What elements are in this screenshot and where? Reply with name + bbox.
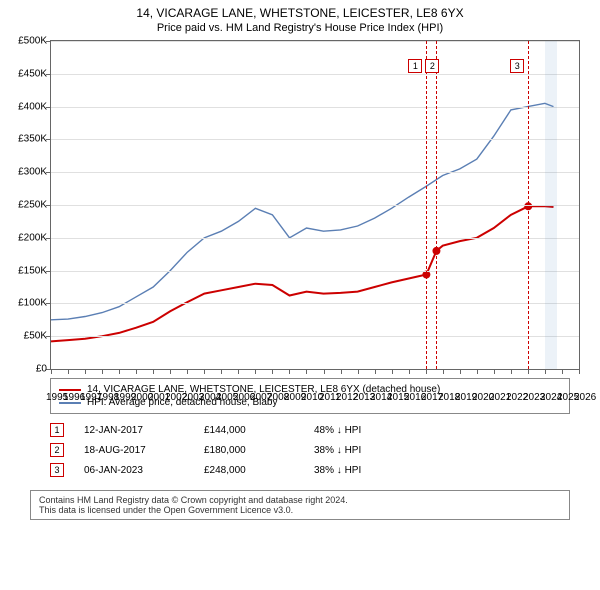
sale-marker-box: 1 (50, 423, 64, 437)
sale-date: 18-AUG-2017 (84, 445, 204, 456)
y-axis-label: £350K (18, 134, 47, 145)
sale-date: 12-JAN-2017 (84, 425, 204, 436)
sale-marker-line (426, 41, 427, 369)
footer-line: Contains HM Land Registry data © Crown c… (39, 495, 561, 505)
y-axis-label: £100K (18, 298, 47, 309)
sale-marker-box: 3 (50, 463, 64, 477)
y-axis-label: £500K (18, 36, 47, 47)
sale-row: 1 12-JAN-2017 £144,000 48% ↓ HPI (50, 420, 570, 440)
chart-subtitle: Price paid vs. HM Land Registry's House … (0, 20, 600, 40)
sale-price: £144,000 (204, 425, 314, 436)
y-axis-label: £50K (24, 331, 47, 342)
series-property (51, 206, 554, 341)
sale-price: £180,000 (204, 445, 314, 456)
sale-diff: 48% ↓ HPI (314, 425, 434, 436)
y-axis-label: £200K (18, 232, 47, 243)
legend-swatch (59, 389, 81, 391)
forecast-shade (545, 41, 557, 369)
x-axis-label: 2026 (574, 392, 596, 403)
sale-diff: 38% ↓ HPI (314, 465, 434, 476)
sale-date: 06-JAN-2023 (84, 465, 204, 476)
y-axis-label: £400K (18, 101, 47, 112)
sale-marker-line (436, 41, 437, 369)
sale-price: £248,000 (204, 465, 314, 476)
chart-container: 14, VICARAGE LANE, WHETSTONE, LEICESTER,… (0, 0, 600, 590)
chart-plot-area: £0£50K£100K£150K£200K£250K£300K£350K£400… (50, 40, 580, 370)
footer-line: This data is licensed under the Open Gov… (39, 505, 561, 515)
sales-list: 1 12-JAN-2017 £144,000 48% ↓ HPI 2 18-AU… (50, 420, 570, 480)
sale-row: 3 06-JAN-2023 £248,000 38% ↓ HPI (50, 460, 570, 480)
y-axis-label: £150K (18, 265, 47, 276)
sale-marker-flag: 3 (510, 59, 524, 73)
sale-marker-flag: 1 (408, 59, 422, 73)
y-axis-label: £0 (36, 364, 47, 375)
y-axis-label: £450K (18, 68, 47, 79)
series-hpi (51, 103, 554, 319)
sale-marker-box: 2 (50, 443, 64, 457)
chart-title: 14, VICARAGE LANE, WHETSTONE, LEICESTER,… (0, 0, 600, 20)
y-axis-label: £300K (18, 167, 47, 178)
sale-diff: 38% ↓ HPI (314, 445, 434, 456)
sale-marker-flag: 2 (425, 59, 439, 73)
footer-box: Contains HM Land Registry data © Crown c… (30, 490, 570, 520)
y-axis-label: £250K (18, 200, 47, 211)
sale-row: 2 18-AUG-2017 £180,000 38% ↓ HPI (50, 440, 570, 460)
sale-marker-line (528, 41, 529, 369)
